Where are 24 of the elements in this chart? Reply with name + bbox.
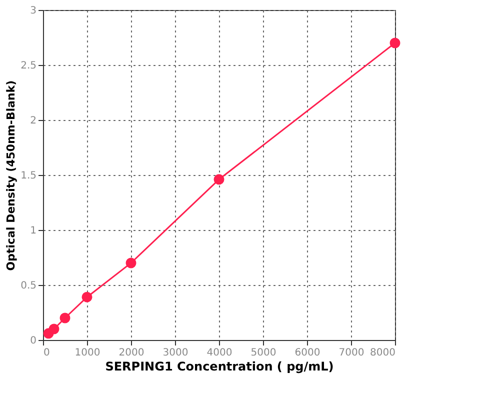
x-tick-label: 6000 bbox=[294, 348, 320, 358]
y-tick-label: 0.5 bbox=[20, 280, 36, 292]
y-tick-label: 2 bbox=[30, 116, 36, 126]
point bbox=[60, 312, 70, 324]
y-tick-label: 3 bbox=[30, 6, 36, 16]
y-tick-label: 1 bbox=[30, 226, 36, 236]
x-tick-label: 8000 bbox=[370, 348, 396, 358]
y-axis-title: Optical Density (450nm-Blank) bbox=[4, 80, 18, 271]
x-tick-label: 4000 bbox=[206, 348, 232, 358]
point bbox=[390, 38, 400, 48]
x-tick-label: 7000 bbox=[338, 348, 364, 358]
x-tick-label: 3000 bbox=[162, 348, 188, 358]
point bbox=[82, 292, 92, 302]
x-tick-label: 2000 bbox=[118, 348, 144, 358]
x-tick-label: 1000 bbox=[74, 348, 100, 358]
y-tick-label: 1.5 bbox=[20, 170, 36, 182]
point bbox=[214, 174, 224, 185]
x-tick-label: 5000 bbox=[250, 348, 276, 358]
y-tick-label: 0 bbox=[30, 336, 36, 346]
y-tick-label: 2.5 bbox=[20, 60, 36, 72]
point bbox=[48, 324, 60, 334]
x-tick-label: 0 bbox=[44, 348, 50, 358]
x-axis-title: SERPING1 Concentration ( pg/mL) bbox=[105, 360, 334, 374]
point bbox=[126, 258, 136, 268]
